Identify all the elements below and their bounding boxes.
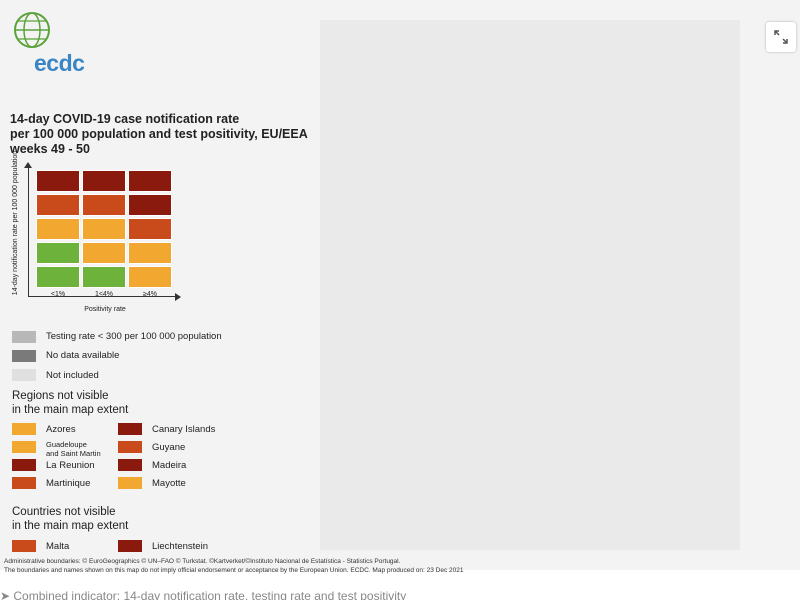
legend-matrix-cell [128,266,172,288]
attribution-line-1: Administrative boundaries: © EuroGeograp… [4,558,401,565]
legend-swatch-testing-rate [12,331,36,343]
x-tick: <1% [50,291,66,298]
image-caption: ➤ Combined indicator: 14-day notificatio… [0,586,800,600]
x-tick: 1<4% [94,291,114,298]
europe-map[interactable] [320,20,740,550]
legend-swatch-canary-islands [118,423,142,435]
legend-swatch-mayotte [118,477,142,489]
y-axis-label: 14-day notification rate per 100 000 pop… [12,150,19,296]
legend-swatch-not-included [12,369,36,381]
globe-icon [14,12,50,48]
y-axis-line [28,168,29,296]
legend-label-not-included: Not included [46,370,99,381]
legend-swatch-la-reunion [12,459,36,471]
map-title: 14-day COVID-19 case notification rate p… [10,112,308,156]
attribution-line-2: The boundaries and names shown on this m… [4,566,464,574]
legend-matrix-cell [36,242,80,264]
x-axis-line [28,296,176,297]
legend-matrix-cell [36,266,80,288]
legend-label-martinique: Martinique [46,478,91,489]
map-area: ecdc 14-day COVID-19 case notification r… [0,0,800,574]
x-axis-arrow [175,293,181,301]
legend-matrix-cell [36,170,80,192]
legend-matrix-cell [128,218,172,240]
y-axis-arrow [24,162,32,168]
legend-matrix-cell [128,242,172,264]
legend-matrix-cell [82,170,126,192]
legend-matrix-cell [128,194,172,216]
legend-matrix-cell [82,266,126,288]
caption-text: Combined indicator: 14-day notification … [13,589,407,600]
legend-swatch-malta [12,540,36,552]
legend-label-no-data: No data available [46,350,120,361]
legend-swatch-no-data [12,350,36,362]
legend-matrix-cell [82,194,126,216]
caption-icon: ➤ [0,589,14,600]
legend-matrix [36,170,174,290]
legend-label-guadeloupe: Guadeloupe and Saint Martin [46,440,101,458]
legend-label-testing-rate: Testing rate < 300 per 100 000 populatio… [46,331,222,342]
logo-text: ecdc [34,50,85,76]
legend-matrix-cell [36,218,80,240]
expand-icon [774,30,788,44]
regions-section-title: Regions not visible in the main map exte… [12,390,129,416]
legend-matrix-cell [36,194,80,216]
x-tick: ≥4% [143,291,157,298]
ecdc-logo: ecdc [10,10,120,85]
legend-swatch-madeira [118,459,142,471]
legend-matrix-cell [82,218,126,240]
legend-label-la-reunion: La Reunion [46,460,95,471]
legend-label-mayotte: Mayotte [152,478,186,489]
legend-label-liechtenstein: Liechtenstein [152,541,208,552]
legend-matrix-cell [82,242,126,264]
legend-swatch-liechtenstein [118,540,142,552]
legend-swatch-martinique [12,477,36,489]
legend-swatch-guadeloupe [12,441,36,453]
x-axis-title: Positivity rate [84,306,126,313]
map-attribution: Administrative boundaries: © EuroGeograp… [4,558,564,575]
legend-label-canary-islands: Canary Islands [152,424,216,435]
countries-section-title: Countries not visible in the main map ex… [12,506,129,532]
legend-label-guyane: Guyane [152,442,186,453]
legend-label-malta: Malta [46,541,70,552]
legend-label-madeira: Madeira [152,460,187,471]
legend-swatch-azores [12,423,36,435]
legend-swatch-guyane [118,441,142,453]
legend-label-azores: Azores [46,424,76,435]
expand-button[interactable] [766,22,796,52]
legend-matrix-cell [128,170,172,192]
